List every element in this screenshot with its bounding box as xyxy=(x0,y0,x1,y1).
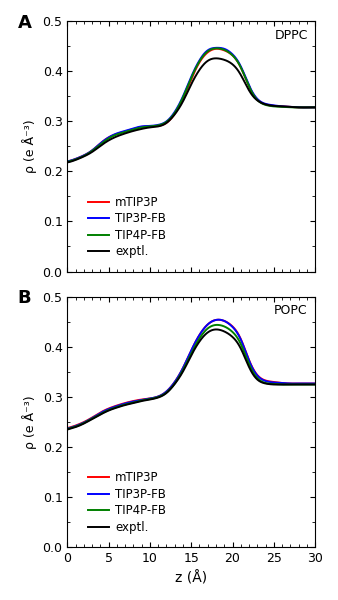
Legend: mTIP3P, TIP3P-FB, TIP4P-FB, exptl.: mTIP3P, TIP3P-FB, TIP4P-FB, exptl. xyxy=(83,191,171,263)
TIP3P-FB xyxy=(313,104,317,111)
mTIP3P xyxy=(252,367,256,374)
exptl. xyxy=(214,55,218,62)
TIP3P-FB xyxy=(109,133,113,140)
TIP4P-FB xyxy=(252,92,256,100)
Line: exptl.: exptl. xyxy=(67,329,315,430)
mTIP3P xyxy=(177,103,182,110)
TIP3P-FB xyxy=(129,398,133,406)
mTIP3P xyxy=(231,323,235,331)
exptl. xyxy=(129,128,133,135)
mTIP3P xyxy=(252,92,256,100)
TIP4P-FB xyxy=(252,371,256,378)
Legend: mTIP3P, TIP3P-FB, TIP4P-FB, exptl.: mTIP3P, TIP3P-FB, TIP4P-FB, exptl. xyxy=(83,467,171,539)
mTIP3P xyxy=(129,398,133,405)
TIP3P-FB xyxy=(313,380,317,387)
TIP3P-FB xyxy=(211,44,215,52)
exptl. xyxy=(313,104,317,111)
TIP4P-FB xyxy=(65,158,69,166)
TIP3P-FB xyxy=(177,100,182,107)
TIP3P-FB xyxy=(231,52,235,59)
X-axis label: z (Å): z (Å) xyxy=(175,571,207,585)
TIP4P-FB xyxy=(313,104,317,111)
TIP4P-FB xyxy=(129,127,133,134)
TIP4P-FB xyxy=(313,381,317,388)
TIP3P-FB xyxy=(215,44,219,52)
mTIP3P xyxy=(216,316,220,323)
TIP3P-FB xyxy=(217,316,221,323)
mTIP3P xyxy=(129,126,133,133)
mTIP3P xyxy=(215,45,219,52)
Line: TIP4P-FB: TIP4P-FB xyxy=(67,325,315,429)
Text: B: B xyxy=(18,289,31,307)
Text: A: A xyxy=(18,14,32,32)
exptl. xyxy=(211,326,215,334)
mTIP3P xyxy=(109,133,113,140)
exptl. xyxy=(252,94,256,101)
exptl. xyxy=(177,104,182,111)
exptl. xyxy=(211,55,215,62)
Line: TIP4P-FB: TIP4P-FB xyxy=(67,49,315,162)
Line: mTIP3P: mTIP3P xyxy=(67,49,315,161)
TIP3P-FB xyxy=(109,404,113,412)
TIP3P-FB xyxy=(129,125,133,133)
TIP4P-FB xyxy=(215,321,219,328)
mTIP3P xyxy=(313,380,317,387)
exptl. xyxy=(214,326,218,333)
mTIP3P xyxy=(177,371,182,378)
Line: TIP3P-FB: TIP3P-FB xyxy=(67,320,315,428)
exptl. xyxy=(177,374,182,381)
TIP4P-FB xyxy=(177,101,182,109)
TIP3P-FB xyxy=(252,368,256,375)
Text: POPC: POPC xyxy=(274,304,308,317)
Line: exptl.: exptl. xyxy=(67,58,315,163)
TIP3P-FB xyxy=(177,371,182,378)
exptl. xyxy=(231,334,235,341)
exptl. xyxy=(313,381,317,388)
exptl. xyxy=(65,426,69,433)
TIP4P-FB xyxy=(211,45,215,52)
mTIP3P xyxy=(65,158,69,165)
TIP3P-FB xyxy=(252,92,256,99)
TIP3P-FB xyxy=(231,324,235,331)
TIP3P-FB xyxy=(65,158,69,165)
mTIP3P xyxy=(65,424,69,431)
exptl. xyxy=(65,159,69,166)
TIP4P-FB xyxy=(129,400,133,407)
mTIP3P xyxy=(109,404,113,411)
TIP4P-FB xyxy=(109,133,113,140)
TIP4P-FB xyxy=(231,52,235,59)
mTIP3P xyxy=(313,104,317,111)
exptl. xyxy=(231,61,235,68)
TIP4P-FB xyxy=(109,406,113,413)
TIP4P-FB xyxy=(215,45,219,52)
Y-axis label: ρ (e Å⁻³): ρ (e Å⁻³) xyxy=(22,119,37,173)
TIP4P-FB xyxy=(231,329,235,336)
TIP4P-FB xyxy=(65,425,69,433)
TIP3P-FB xyxy=(211,317,215,325)
TIP3P-FB xyxy=(65,425,69,432)
exptl. xyxy=(109,136,113,143)
mTIP3P xyxy=(211,317,215,325)
exptl. xyxy=(129,400,133,407)
TIP4P-FB xyxy=(177,373,182,380)
exptl. xyxy=(109,406,113,413)
Y-axis label: ρ (e Å⁻³): ρ (e Å⁻³) xyxy=(22,395,37,449)
Line: mTIP3P: mTIP3P xyxy=(67,320,315,428)
mTIP3P xyxy=(231,52,235,59)
mTIP3P xyxy=(211,46,215,53)
exptl. xyxy=(252,373,256,380)
Text: DPPC: DPPC xyxy=(274,29,308,42)
Line: TIP3P-FB: TIP3P-FB xyxy=(67,48,315,161)
TIP4P-FB xyxy=(211,322,215,329)
